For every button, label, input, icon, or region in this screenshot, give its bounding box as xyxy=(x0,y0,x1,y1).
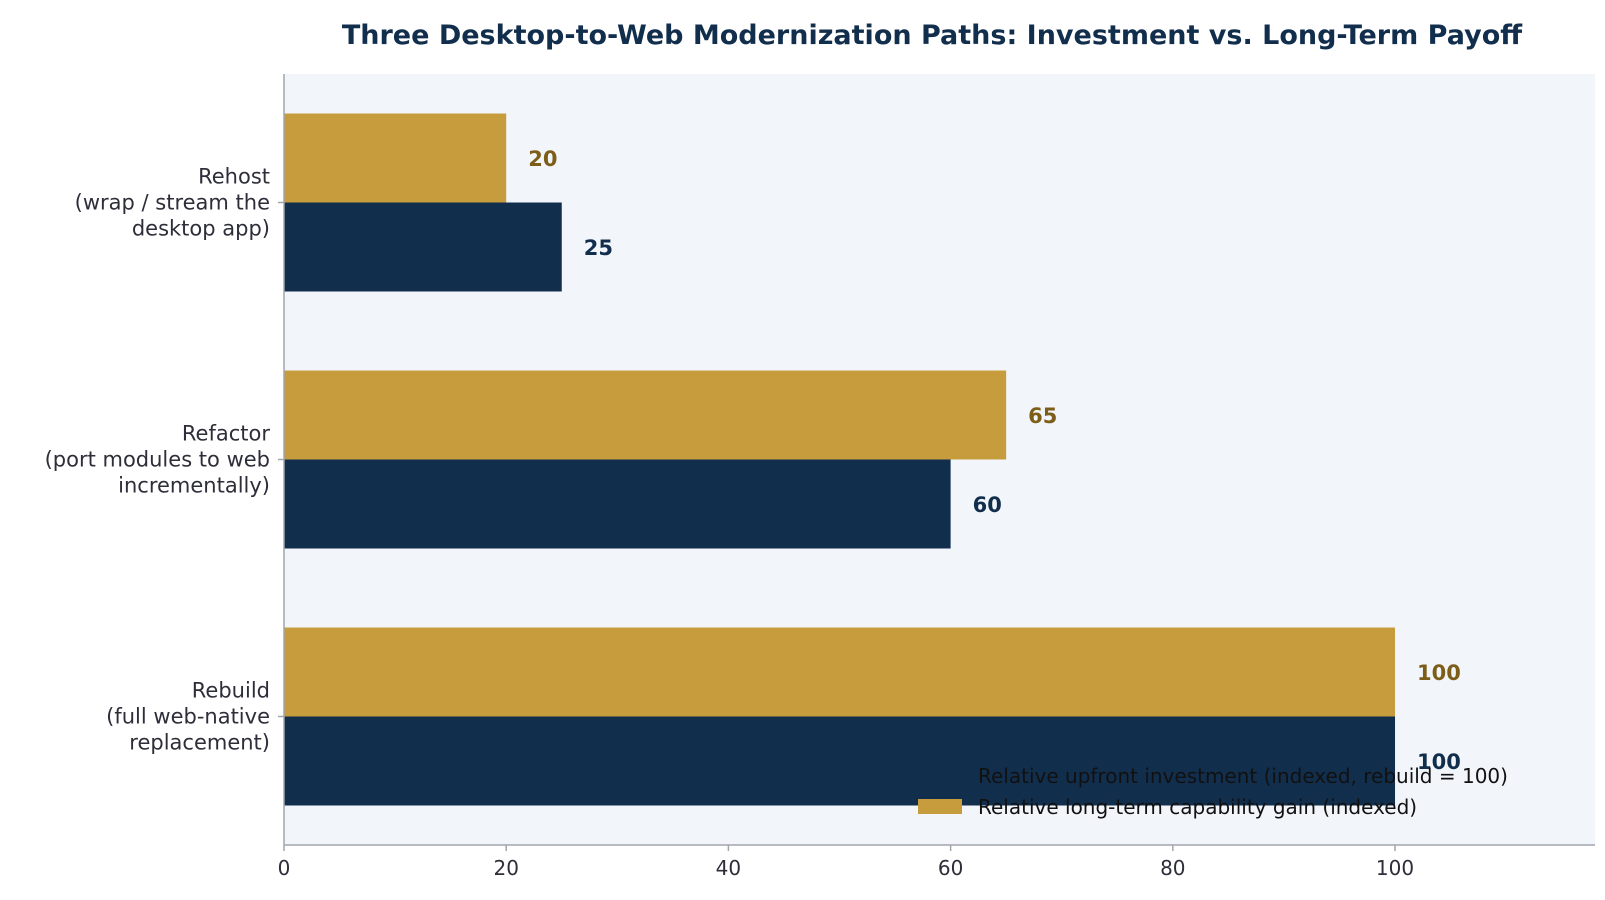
bar xyxy=(284,370,1007,460)
category-label: (wrap / stream the xyxy=(75,191,270,215)
data-label: 60 xyxy=(973,493,1002,517)
category-label: desktop app) xyxy=(132,217,270,241)
data-label: 100 xyxy=(1417,661,1461,685)
legend: Relative upfront investment (indexed, re… xyxy=(918,764,1508,819)
data-label: 20 xyxy=(528,147,557,171)
x-tick-label: 80 xyxy=(1160,856,1185,880)
legend-label: Relative long-term capability gain (inde… xyxy=(978,795,1417,819)
bar xyxy=(284,716,1396,806)
bars-group xyxy=(284,113,1396,806)
category-label: incrementally) xyxy=(118,474,270,498)
data-label: 100 xyxy=(1417,750,1461,774)
category-label: (full web-native xyxy=(106,705,270,729)
category-label: (port modules to web xyxy=(45,448,270,472)
bar xyxy=(284,627,1396,717)
legend-swatch xyxy=(918,799,962,814)
data-labels-group: 20 25 65 60 100 100 xyxy=(528,147,1461,774)
x-tick-label: 60 xyxy=(938,856,963,880)
category-label: Rehost xyxy=(198,165,270,189)
x-axis-ticks: 0 20 40 60 80 100 xyxy=(278,845,1414,880)
legend-label: Relative upfront investment (indexed, re… xyxy=(978,764,1508,788)
category-label: Rebuild xyxy=(192,679,270,703)
x-tick-label: 0 xyxy=(278,856,291,880)
x-tick-label: 20 xyxy=(493,856,518,880)
bar xyxy=(284,202,562,292)
chart-title: Three Desktop-to-Web Modernization Paths… xyxy=(342,20,1523,51)
category-label: Refactor xyxy=(182,422,270,446)
x-tick-label: 40 xyxy=(716,856,741,880)
bar xyxy=(284,459,951,549)
bar xyxy=(284,113,507,203)
data-label: 65 xyxy=(1028,404,1057,428)
legend-swatch xyxy=(918,768,962,783)
x-tick-label: 100 xyxy=(1376,856,1414,880)
category-label: replacement) xyxy=(129,731,270,755)
data-label: 25 xyxy=(584,236,613,260)
